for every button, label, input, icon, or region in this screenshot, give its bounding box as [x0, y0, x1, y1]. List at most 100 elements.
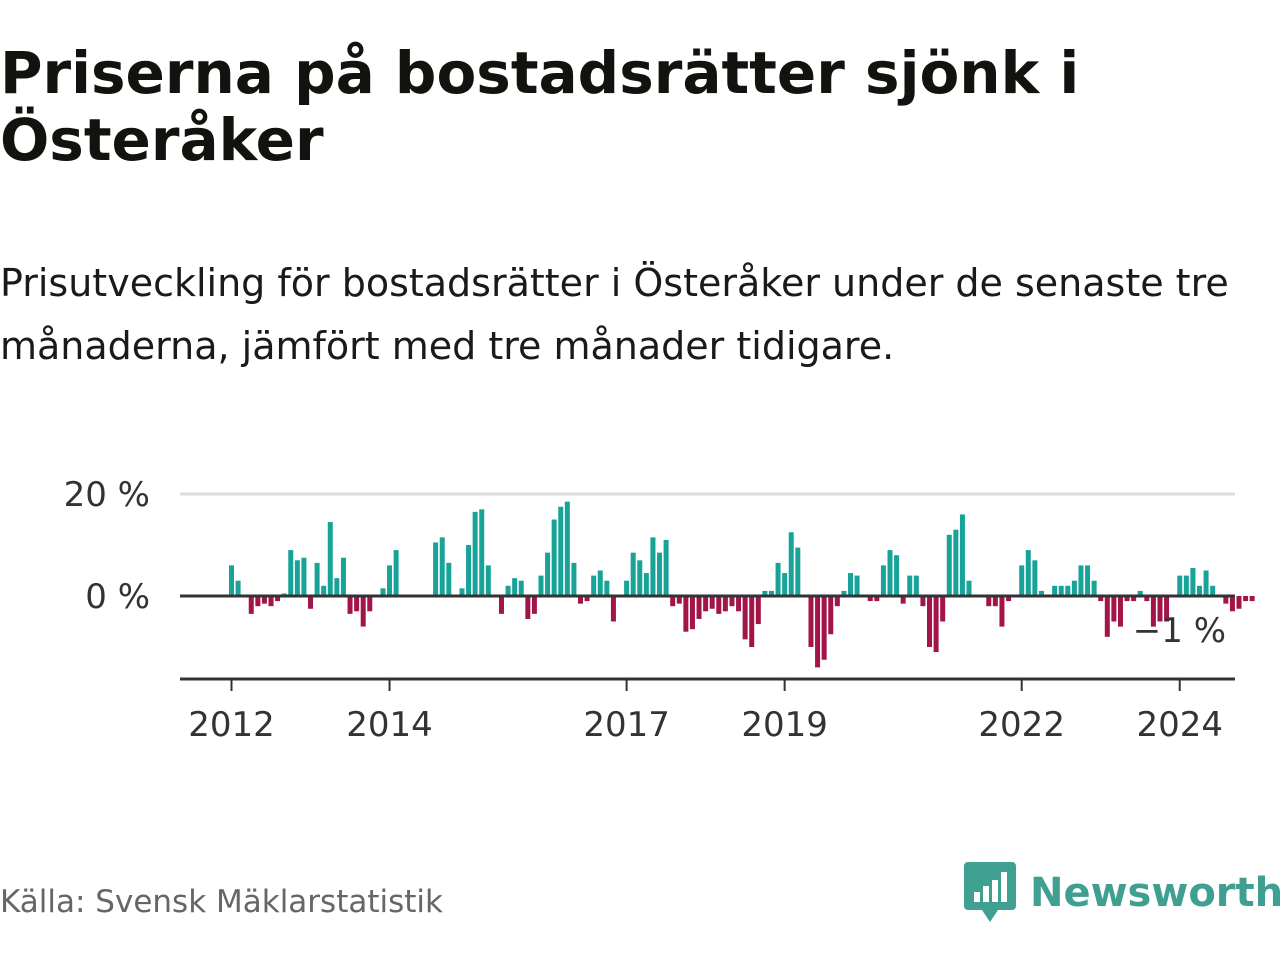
- bar: [867, 596, 873, 602]
- bar: [1223, 596, 1229, 604]
- bar: [874, 596, 880, 602]
- x-tick-label: 2024: [1136, 705, 1223, 745]
- bar-chart: 2012 2014 2017 2019 2022 2024 20 % 0 % −1 %: [64, 475, 1255, 745]
- bar: [1190, 567, 1196, 596]
- bar: [1236, 596, 1242, 609]
- bar: [459, 588, 465, 596]
- bar: [709, 596, 715, 609]
- bar: [716, 596, 722, 614]
- bar: [953, 529, 959, 596]
- bar: [1065, 585, 1071, 596]
- bar: [1144, 596, 1150, 602]
- bar: [986, 596, 992, 607]
- bar: [920, 596, 926, 607]
- bar: [933, 596, 939, 653]
- bar: [347, 596, 353, 614]
- bar: [327, 522, 333, 596]
- bar: [630, 552, 636, 596]
- bar: [584, 596, 590, 602]
- bar: [1210, 585, 1216, 596]
- bar: [466, 545, 472, 596]
- bar: [815, 596, 821, 668]
- bar: [564, 501, 570, 596]
- bar: [1052, 585, 1058, 596]
- bar: [749, 596, 755, 647]
- bar: [703, 596, 709, 612]
- bar: [229, 565, 234, 596]
- bar: [387, 565, 393, 596]
- bar: [1164, 596, 1170, 622]
- bar: [834, 596, 840, 607]
- bar: [907, 575, 913, 596]
- bar: [1150, 596, 1156, 627]
- bar: [736, 596, 742, 612]
- bar: [248, 596, 254, 614]
- y-tick-20: 20 %: [64, 475, 150, 515]
- brand-name: Newsworthy: [1030, 870, 1280, 916]
- bar: [1249, 596, 1255, 602]
- bar: [696, 596, 702, 619]
- bar: [643, 573, 649, 596]
- y-tick-0: 0 %: [85, 577, 150, 617]
- bar: [1085, 565, 1091, 596]
- bar: [670, 596, 676, 607]
- bar: [597, 570, 603, 596]
- bar: [235, 580, 241, 596]
- bar: [1071, 580, 1077, 596]
- bar: [1229, 596, 1235, 612]
- bar: [354, 596, 360, 612]
- bar: [775, 562, 781, 596]
- bar: [1091, 580, 1097, 596]
- bar: [913, 575, 919, 596]
- bar: [795, 547, 801, 596]
- newsworthy-logo: Newsworthy: [964, 862, 1280, 924]
- bar: [808, 596, 814, 647]
- bar: [940, 596, 946, 622]
- bar: [367, 596, 373, 612]
- bar: [894, 555, 900, 596]
- bar: [999, 596, 1005, 627]
- bar: [551, 519, 557, 596]
- bar: [294, 560, 300, 596]
- bar: [545, 552, 551, 596]
- bar: [261, 596, 267, 604]
- bar: [1032, 560, 1038, 596]
- bar: [472, 511, 478, 596]
- bar: [340, 557, 346, 596]
- bar: [887, 550, 893, 596]
- bar: [380, 588, 386, 596]
- bar: [479, 509, 485, 596]
- bar: [927, 596, 933, 647]
- bar: [624, 580, 630, 596]
- bar: [571, 562, 577, 596]
- bar: [946, 534, 952, 596]
- bar: [828, 596, 834, 635]
- bar: [446, 562, 452, 596]
- bar: [854, 575, 860, 596]
- bar: [689, 596, 695, 630]
- bar: [1243, 596, 1249, 602]
- bar: [1098, 596, 1104, 602]
- bar: [1183, 575, 1189, 596]
- x-tick-label: 2017: [583, 705, 670, 745]
- x-tick-label: 2022: [978, 705, 1065, 745]
- bar: [1177, 575, 1183, 596]
- bar: [604, 580, 610, 596]
- bars-group: [229, 501, 1255, 668]
- bar: [498, 596, 504, 614]
- bar: [755, 596, 761, 625]
- bar: [1038, 590, 1044, 596]
- bar: [1157, 596, 1163, 622]
- bar: [301, 557, 307, 596]
- bar: [314, 562, 320, 596]
- x-tick-label: 2014: [346, 705, 433, 745]
- bar: [334, 578, 340, 596]
- bar: [637, 560, 643, 596]
- chart-title: Priserna på bostadsrätter sjönk i Österå…: [0, 39, 1080, 174]
- latest-value-label: −1 %: [1133, 611, 1226, 651]
- bar: [821, 596, 827, 660]
- bar: [1137, 590, 1143, 596]
- bar: [321, 585, 327, 596]
- bar: [663, 539, 669, 596]
- x-tick-label: 2019: [741, 705, 828, 745]
